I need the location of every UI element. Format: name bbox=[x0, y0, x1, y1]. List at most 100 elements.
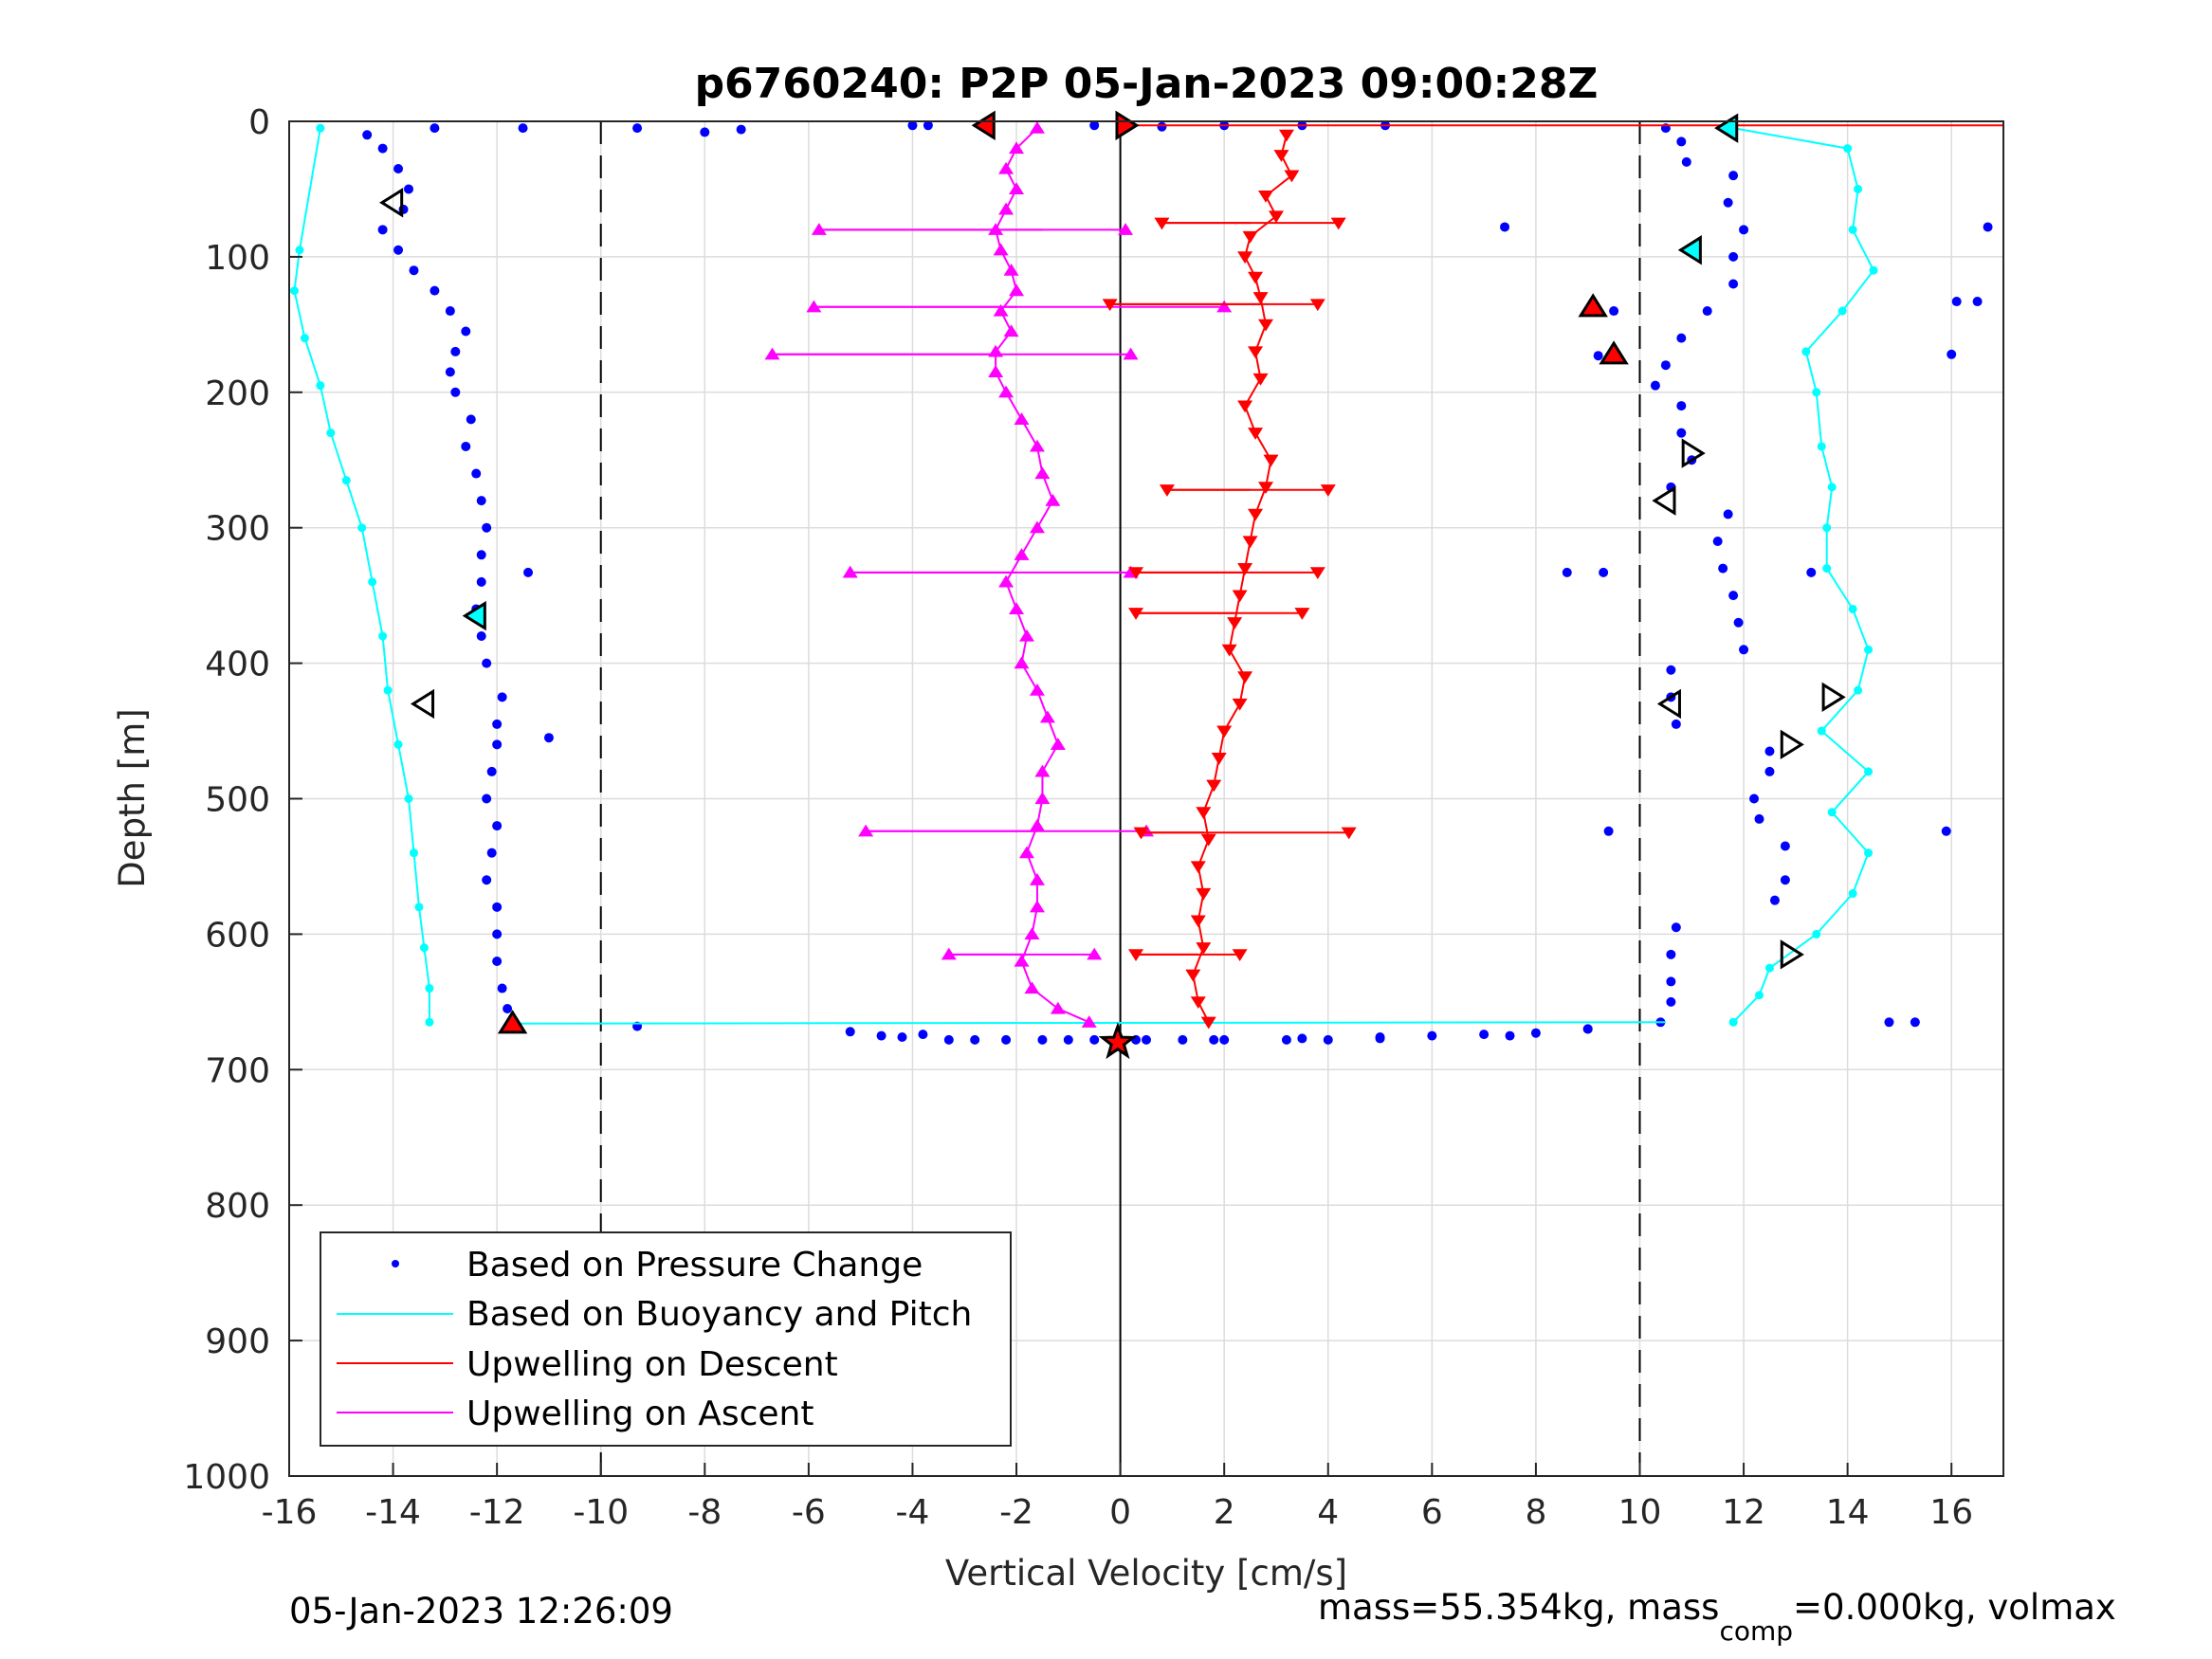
buoyancy-point bbox=[1843, 144, 1853, 154]
pressure-point bbox=[1947, 349, 1957, 359]
spike-end-point bbox=[1309, 567, 1325, 580]
pressure-point bbox=[1951, 297, 1962, 307]
upwelling-point bbox=[1242, 536, 1258, 549]
pressure-point bbox=[1910, 1017, 1920, 1028]
pressure-point bbox=[1089, 1034, 1100, 1045]
pressure-point bbox=[1884, 1017, 1894, 1028]
triangle-marker bbox=[1578, 293, 1608, 318]
spike-end-point bbox=[1102, 299, 1118, 312]
pressure-point bbox=[1666, 996, 1676, 1007]
buoyancy-point bbox=[409, 848, 418, 858]
triangle-marker bbox=[1780, 939, 1804, 970]
pressure-point bbox=[1764, 746, 1775, 757]
buoyancy-point bbox=[1854, 685, 1863, 695]
buoyancy-point bbox=[316, 381, 325, 391]
pressure-point bbox=[923, 120, 933, 131]
pressure-point bbox=[1739, 225, 1749, 235]
pressure-point bbox=[492, 719, 503, 729]
x-tick-label: 10 bbox=[1618, 1493, 1662, 1532]
pressure-point bbox=[377, 225, 388, 235]
buoyancy-point bbox=[383, 685, 393, 695]
spike-end-point bbox=[941, 947, 957, 960]
upwelling-point bbox=[988, 365, 1004, 377]
spike-end-point bbox=[1330, 217, 1346, 230]
spike-end-point bbox=[1118, 223, 1134, 235]
pressure-point bbox=[1671, 922, 1681, 933]
upwelling-point bbox=[1050, 1001, 1066, 1014]
footer-timestamp: 05-Jan-2023 12:26:09 bbox=[289, 1591, 673, 1632]
legend-swatch-pressure bbox=[392, 1260, 399, 1267]
pressure-point bbox=[393, 245, 404, 255]
y-tick-label: 700 bbox=[205, 1051, 270, 1090]
buoyancy-point bbox=[300, 334, 309, 343]
pressure-point bbox=[503, 1003, 513, 1013]
series-upwelling_descent bbox=[1185, 129, 1300, 1030]
pressure-point bbox=[1599, 567, 1609, 577]
upwelling-point bbox=[1009, 602, 1025, 615]
pressure-point bbox=[482, 793, 492, 804]
upwelling-point bbox=[1237, 400, 1253, 413]
pressure-point bbox=[1739, 645, 1749, 655]
buoyancy-point bbox=[1864, 848, 1874, 858]
spike-end-point bbox=[1341, 827, 1357, 840]
upwelling-point bbox=[1029, 900, 1045, 913]
upwelling-point bbox=[1014, 954, 1030, 967]
upwelling-point bbox=[1200, 1016, 1216, 1030]
buoyancy-point bbox=[1864, 767, 1874, 776]
series-pressure_descent bbox=[362, 130, 518, 1028]
spike-end-point bbox=[858, 824, 874, 837]
pressure-point bbox=[1749, 793, 1760, 804]
pressure-point bbox=[482, 658, 492, 668]
pressure-point bbox=[492, 739, 503, 750]
pressure-point bbox=[1676, 333, 1687, 343]
upwelling-point bbox=[1029, 439, 1045, 452]
pressure-point bbox=[1728, 279, 1739, 289]
pressure-point bbox=[1479, 1030, 1490, 1040]
upwelling-point bbox=[1029, 520, 1045, 534]
x-tick-label: 2 bbox=[1214, 1493, 1235, 1532]
buoyancy-point bbox=[357, 523, 367, 533]
pressure-point bbox=[1001, 1034, 1012, 1045]
upwelling-point bbox=[1045, 493, 1061, 506]
upwelling-point bbox=[1003, 263, 1019, 276]
upwelling-point bbox=[1190, 861, 1206, 874]
y-tick-label: 0 bbox=[248, 103, 270, 142]
series-layer bbox=[289, 120, 2003, 1045]
pressure-point bbox=[471, 468, 482, 479]
buoyancy-point bbox=[1728, 1017, 1738, 1027]
pressure-point bbox=[1972, 297, 1983, 307]
pressure-point bbox=[1063, 1034, 1073, 1045]
upwelling-point bbox=[1009, 283, 1025, 297]
upwelling-point bbox=[1034, 466, 1051, 480]
upwelling-point bbox=[1227, 617, 1243, 629]
spike-end-point bbox=[1232, 949, 1248, 962]
x-axis-label: Vertical Velocity [cm/s] bbox=[945, 1553, 1347, 1594]
x-tick-label: -14 bbox=[365, 1493, 421, 1532]
buoyancy-point bbox=[1764, 963, 1774, 973]
triangle-marker bbox=[1677, 235, 1702, 265]
pressure-point bbox=[1037, 1034, 1048, 1045]
spike-end-point bbox=[1154, 217, 1170, 230]
spike-end-point bbox=[1294, 608, 1310, 620]
triangle-marker bbox=[1656, 688, 1681, 720]
spike-end-point bbox=[1087, 947, 1103, 960]
upwelling-point bbox=[1029, 873, 1045, 885]
pressure-point bbox=[1666, 949, 1676, 959]
footer-mass-info: mass=55.354kg, masscomp=0.000kg, volmax bbox=[1318, 1587, 2116, 1647]
pressure-point bbox=[1702, 306, 1712, 317]
buoyancy-point bbox=[393, 739, 403, 749]
buoyancy-point bbox=[1822, 523, 1832, 533]
pressure-point bbox=[1609, 306, 1619, 317]
pressure-point bbox=[1676, 428, 1687, 438]
x-tick-label: -6 bbox=[792, 1493, 826, 1532]
upwelling-point bbox=[1278, 129, 1294, 142]
pressure-point bbox=[1178, 1034, 1188, 1045]
buoyancy-point bbox=[419, 943, 429, 953]
buoyancy-point bbox=[1827, 808, 1837, 817]
upwelling-point bbox=[1252, 373, 1269, 386]
pressure-point bbox=[476, 631, 486, 642]
upwelling-point bbox=[1190, 996, 1206, 1010]
y-tick-label: 1000 bbox=[183, 1458, 270, 1497]
spike-end-point bbox=[1133, 827, 1149, 840]
pressure-point bbox=[393, 164, 404, 174]
